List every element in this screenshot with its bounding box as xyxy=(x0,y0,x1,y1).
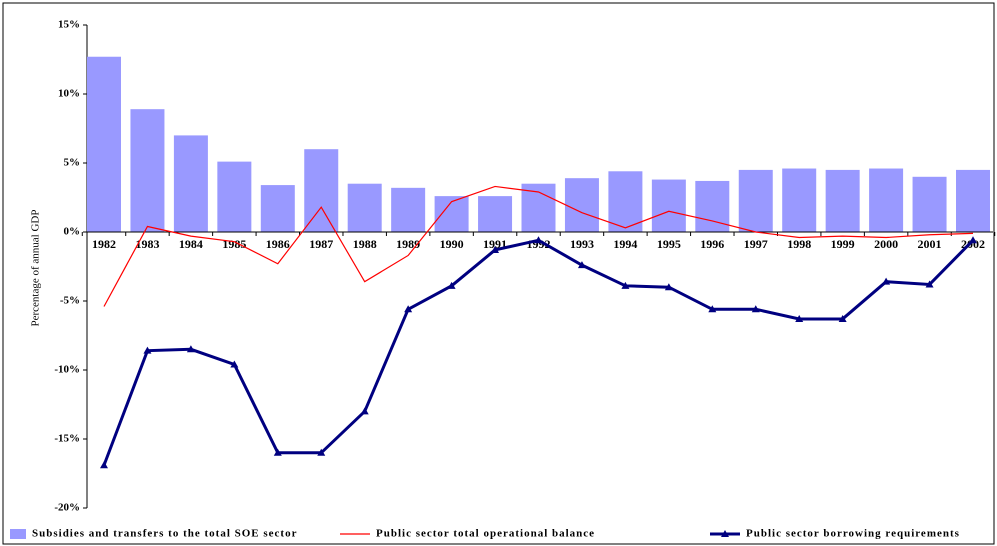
bar xyxy=(912,176,947,232)
marker xyxy=(447,281,456,289)
x-tick-label: 1996 xyxy=(700,237,724,251)
x-tick-label: 1993 xyxy=(570,237,594,251)
bar xyxy=(738,169,773,232)
marker xyxy=(273,448,282,456)
x-tick-label: 1990 xyxy=(440,237,464,251)
legend: Subsidies and transfers to the total SOE… xyxy=(10,528,960,540)
x-tick-label: 1995 xyxy=(657,237,681,251)
x-tick-label: 1994 xyxy=(613,237,637,251)
bar xyxy=(564,178,599,232)
marker xyxy=(317,448,326,456)
marker xyxy=(230,360,239,368)
marker xyxy=(360,407,369,415)
marker xyxy=(534,236,543,244)
y-tick-label: 0% xyxy=(64,226,81,238)
bar xyxy=(347,183,382,232)
bar xyxy=(651,179,686,232)
marker xyxy=(664,283,673,291)
marker xyxy=(708,305,717,313)
legend-swatch xyxy=(10,529,26,539)
y-tick-label: 15% xyxy=(58,19,80,31)
x-tick-label: 1999 xyxy=(831,237,855,251)
marker xyxy=(186,345,195,353)
x-tick-label: 2001 xyxy=(918,237,942,251)
bar xyxy=(260,185,295,232)
marker xyxy=(621,281,630,289)
marker xyxy=(882,277,891,285)
bar xyxy=(391,187,426,232)
bar xyxy=(304,149,339,232)
x-tick-label: 1985 xyxy=(222,237,246,251)
bar xyxy=(478,196,513,232)
marker xyxy=(404,305,413,313)
marker xyxy=(969,236,977,244)
bar xyxy=(173,135,208,232)
x-tick-label: 1983 xyxy=(135,237,159,251)
bar xyxy=(87,56,121,232)
x-tick-label: 1998 xyxy=(787,237,811,251)
bar xyxy=(130,109,165,232)
marker xyxy=(100,461,108,469)
x-tick-label: 2000 xyxy=(874,237,898,251)
bar xyxy=(608,171,643,232)
x-tick-label: 1984 xyxy=(179,237,203,251)
x-tick-label: 1988 xyxy=(353,237,377,251)
x-tick-label: 1982 xyxy=(92,237,116,251)
marker xyxy=(838,314,847,322)
x-tick-label: 1987 xyxy=(309,237,333,251)
x-tick-label: 1997 xyxy=(744,237,768,251)
y-tick-label: -5% xyxy=(60,295,80,307)
legend-marker xyxy=(721,530,729,537)
bar xyxy=(869,168,904,232)
marker xyxy=(925,280,934,288)
y-tick-label: -10% xyxy=(54,364,80,376)
legend-label: Public sector total operational balance xyxy=(376,528,595,540)
y-tick-label: -15% xyxy=(54,433,80,445)
bar xyxy=(825,169,860,232)
bar xyxy=(782,168,817,232)
marker xyxy=(491,245,500,253)
bar xyxy=(217,161,252,232)
legend-label: Subsidies and transfers to the total SOE… xyxy=(32,528,297,540)
x-tick-label: 1989 xyxy=(396,237,420,251)
marker xyxy=(751,305,760,313)
y-axis-label: Percentage of annual GDP xyxy=(30,210,42,327)
marker xyxy=(795,314,804,322)
y-tick-label: 10% xyxy=(58,88,80,100)
y-tick-label: -20% xyxy=(54,502,80,514)
bar xyxy=(956,169,990,232)
y-tick-label: 5% xyxy=(64,157,81,169)
x-tick-label: 1986 xyxy=(266,237,290,251)
legend-label: Public sector borrowing requirements xyxy=(746,528,960,540)
line xyxy=(103,185,974,307)
marker xyxy=(577,261,586,269)
marker xyxy=(143,346,152,354)
